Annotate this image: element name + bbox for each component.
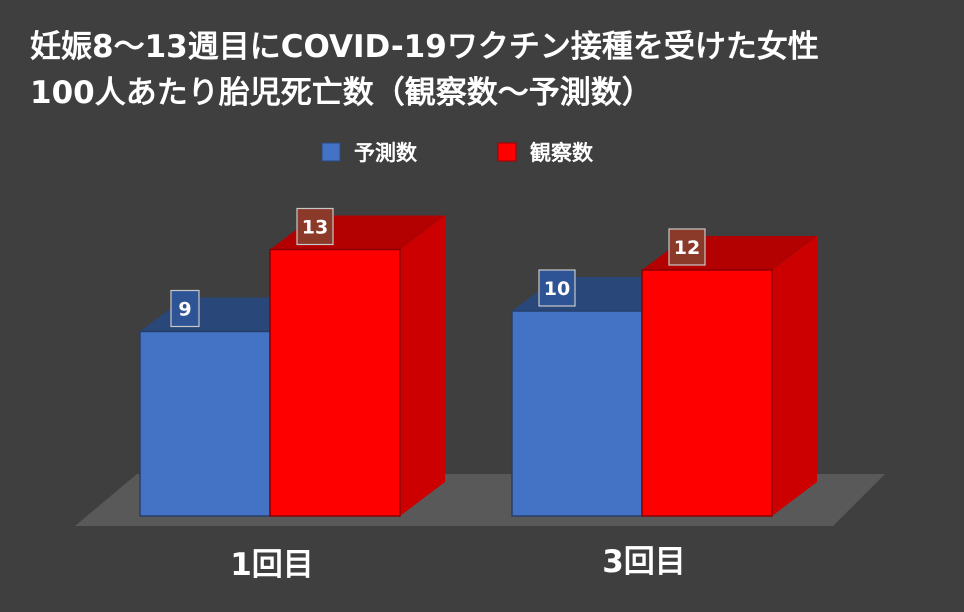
bar-predicted-2-front	[511, 310, 643, 517]
chart-title-line-2: 100人あたり胎児死亡数（観察数～予測数）	[30, 75, 653, 111]
bar-predicted-1-front	[139, 330, 271, 517]
bar-observed-1-front	[269, 248, 401, 517]
legend-swatch-predicted	[321, 142, 341, 162]
bars-group: 9 13 10 12	[139, 207, 817, 517]
bar-observed-2-side	[772, 236, 817, 516]
bar-observed-1: 13	[269, 207, 445, 517]
bar-observed-1-label-box	[296, 207, 334, 246]
chart-title-line-1: 妊娠8～13週目にCOVID-19ワクチン接種を受けた女性	[30, 29, 819, 65]
bar-observed-1-label: 13	[302, 217, 328, 239]
bar-predicted-1-label-box	[170, 289, 200, 328]
legend: 予測数 観察数	[321, 141, 594, 165]
legend-label-predicted: 予測数	[354, 141, 418, 165]
legend-label-observed: 観察数	[530, 141, 594, 165]
bar-observed-2-label-box	[668, 228, 706, 266]
bar-observed-1-side	[400, 215, 445, 516]
bar-predicted-1-label: 9	[178, 299, 191, 321]
bar-observed-2: 12	[641, 228, 817, 517]
bar-predicted-2-label: 10	[544, 278, 570, 300]
legend-swatch-observed	[497, 142, 517, 162]
bar-predicted-2-label-box	[538, 269, 576, 307]
bar-observed-2-front	[641, 269, 773, 517]
bar-observed-2-label: 12	[674, 237, 700, 259]
category-label-1: 1回目	[230, 547, 314, 583]
category-label-2: 3回目	[602, 544, 686, 580]
